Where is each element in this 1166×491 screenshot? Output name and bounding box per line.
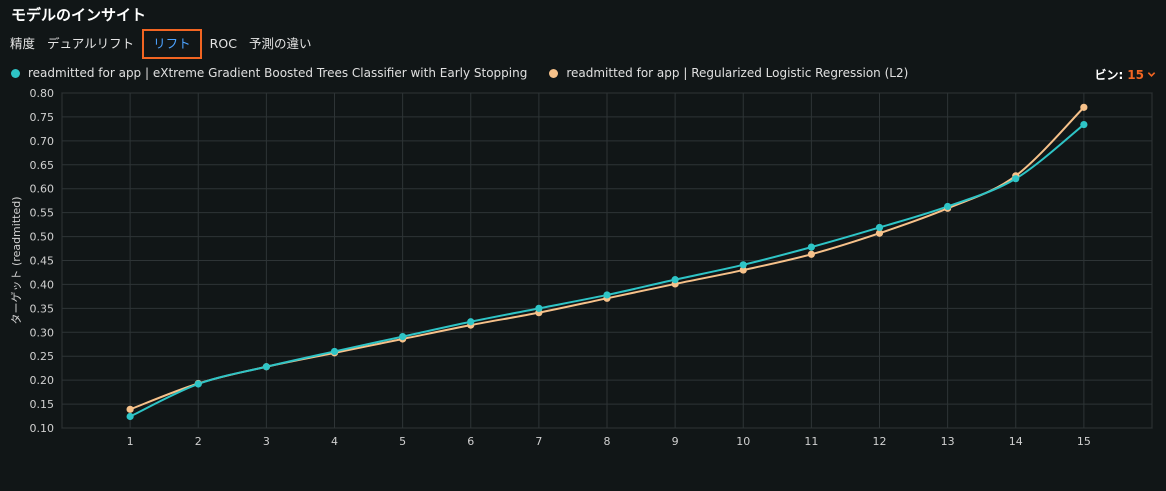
y-tick-label: 0.70	[30, 135, 55, 148]
grid-layer	[61, 92, 1153, 429]
y-tick-label: 0.50	[30, 231, 55, 244]
data-point-series-0[interactable]	[467, 318, 475, 326]
data-point-series-0[interactable]	[1080, 120, 1088, 129]
tab-prediction-differences[interactable]: 予測の違い	[248, 36, 312, 51]
x-tick-label: 1	[127, 435, 134, 448]
y-tick-label: 0.15	[30, 398, 55, 411]
tab-roc[interactable]: ROC	[209, 36, 237, 51]
y-tick-label: 0.60	[30, 183, 55, 196]
data-point-series-0[interactable]	[126, 412, 134, 421]
data-point-series-0[interactable]	[807, 243, 815, 251]
chevron-down-icon	[1147, 72, 1156, 77]
x-tick-label: 3	[263, 435, 270, 448]
y-tick-label: 0.10	[30, 422, 55, 435]
data-point-series-0[interactable]	[944, 202, 952, 211]
data-point-series-0[interactable]	[535, 304, 543, 312]
data-point-series-1[interactable]	[126, 405, 134, 413]
x-tick-label: 6	[467, 435, 474, 448]
data-point-series-0[interactable]	[1012, 175, 1020, 183]
y-tick-label: 0.65	[30, 159, 55, 172]
legend-label-logistic: readmitted for app | Regularized Logisti…	[566, 66, 909, 80]
data-point-series-1[interactable]	[1080, 103, 1088, 111]
x-tick-label: 13	[941, 435, 955, 448]
x-tick-label: 7	[535, 435, 542, 448]
page-title: モデルのインサイト	[11, 6, 147, 24]
x-tick-label: 5	[399, 435, 406, 448]
data-point-series-0[interactable]	[603, 291, 611, 299]
data-point-series-0[interactable]	[875, 223, 884, 232]
axis-layer: 0.10 0.15 0.20 0.25 0.30 0.35 0.40 0.45 0.50 0.55…	[10, 87, 1091, 448]
chart-legend: readmitted for app | eXtreme Gradient Bo…	[11, 66, 930, 80]
data-point-series-1[interactable]	[739, 266, 747, 274]
data-point-series-0[interactable]	[739, 261, 747, 269]
bins-value: 15	[1127, 67, 1144, 82]
y-axis-label: ターゲット (readmitted)	[10, 197, 23, 325]
x-tick-label: 10	[736, 435, 750, 448]
data-point-series-1[interactable]	[807, 250, 815, 258]
legend-item-logistic[interactable]: readmitted for app | Regularized Logisti…	[549, 66, 908, 80]
tab-lift[interactable]: リフト	[142, 29, 202, 59]
bins-label: ビン:	[1094, 68, 1124, 82]
x-tick-label: 2	[195, 435, 202, 448]
legend-label-xgboost: readmitted for app | eXtreme Gradient Bo…	[28, 66, 528, 80]
x-tick-label: 12	[873, 435, 887, 448]
data-point-series-1[interactable]	[875, 229, 884, 237]
data-point-series-0[interactable]	[399, 332, 407, 341]
y-tick-label: 0.40	[30, 278, 55, 291]
insight-tabs: 精度 デュアルリフト リフト ROC 予測の違い	[4, 29, 317, 59]
y-tick-label: 0.55	[30, 207, 55, 220]
x-tick-label: 9	[672, 435, 679, 448]
legend-item-xgboost[interactable]: readmitted for app | eXtreme Gradient Bo…	[11, 66, 527, 80]
tab-dual-lift[interactable]: デュアルリフト	[47, 36, 135, 51]
series-layer	[126, 103, 1088, 421]
y-tick-label: 0.30	[30, 326, 55, 339]
y-tick-label: 0.25	[30, 350, 55, 363]
x-tick-label: 14	[1009, 435, 1023, 448]
x-tick-label: 11	[804, 435, 818, 448]
x-tick-label: 15	[1077, 435, 1091, 448]
x-tick-label: 4	[331, 435, 338, 448]
legend-dot-xgboost	[11, 68, 20, 78]
y-tick-label: 0.75	[30, 111, 55, 124]
data-point-series-0[interactable]	[330, 347, 339, 356]
x-tick-label: 8	[604, 435, 611, 448]
data-point-series-0[interactable]	[262, 363, 270, 371]
tab-accuracy[interactable]: 精度	[10, 36, 36, 51]
y-tick-label: 0.45	[30, 255, 55, 268]
y-tick-label: 0.35	[30, 302, 55, 315]
data-point-series-0[interactable]	[671, 276, 679, 284]
data-point-series-0[interactable]	[194, 380, 202, 388]
y-tick-label: 0.80	[30, 87, 55, 100]
legend-dot-logistic	[549, 68, 559, 78]
bins-selector[interactable]: ビン: 15	[1094, 66, 1156, 83]
y-tick-label: 0.20	[30, 374, 55, 387]
